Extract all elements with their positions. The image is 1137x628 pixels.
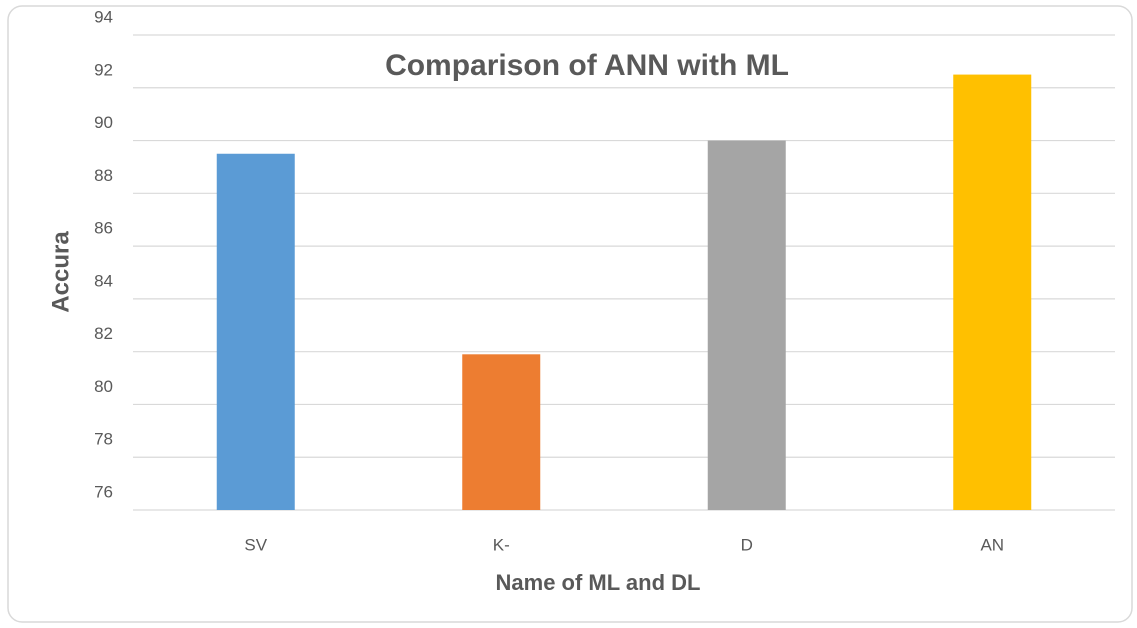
y-axis-label: Accura	[47, 231, 74, 313]
x-tick-label: K-	[493, 535, 510, 554]
y-tick-label: 80	[94, 377, 113, 396]
bar	[953, 74, 1032, 510]
y-tick-label: 90	[94, 113, 113, 132]
y-tick-label: 76	[94, 482, 113, 501]
bar	[216, 153, 295, 510]
y-tick-label: 86	[94, 219, 113, 238]
y-tick-label: 78	[94, 430, 113, 449]
x-tick-label: D	[741, 535, 753, 554]
y-tick-label: 92	[94, 60, 113, 79]
x-axis-label: Name of ML and DL	[496, 570, 701, 595]
y-tick-label: 94	[94, 7, 113, 26]
chart-title: Comparison of ANN with ML	[385, 49, 789, 82]
x-tick-label: AN	[980, 535, 1004, 554]
bar	[462, 354, 541, 510]
y-tick-label: 82	[94, 324, 113, 343]
x-tick-label: SV	[244, 535, 267, 554]
y-tick-label: 88	[94, 166, 113, 185]
y-tick-label: 84	[94, 271, 113, 290]
bar	[707, 140, 786, 511]
